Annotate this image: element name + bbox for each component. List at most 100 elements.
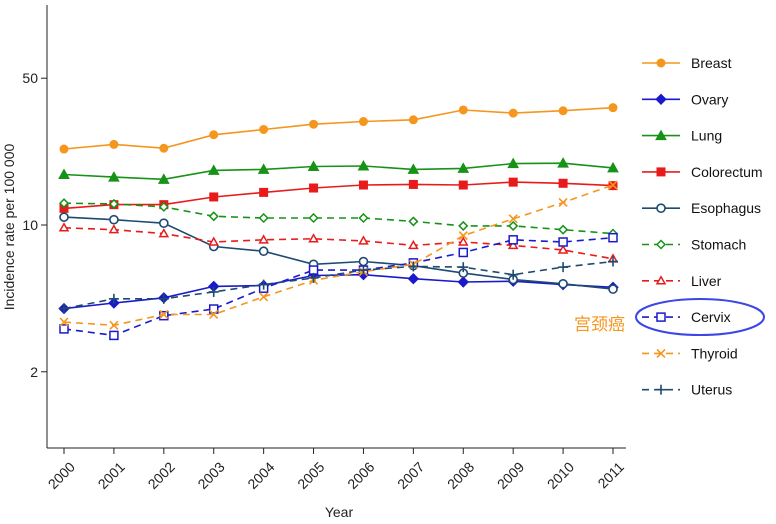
x-tick-label: 2002 bbox=[145, 459, 178, 492]
x-tick-label: 2000 bbox=[45, 459, 78, 492]
data-point-uterus bbox=[358, 265, 369, 276]
data-point-lung bbox=[407, 163, 420, 174]
legend-entry-breast: Breast bbox=[642, 55, 732, 71]
data-point-esophagus bbox=[109, 214, 119, 225]
data-point-thyroid bbox=[608, 180, 618, 190]
legend: Breast Ovary Lung Colorectum Esophagus Stomac… bbox=[642, 55, 763, 398]
legend-label-uterus: Uterus bbox=[691, 382, 732, 398]
data-point-esophagus bbox=[59, 212, 69, 222]
series-layer bbox=[58, 103, 619, 341]
y-tick-label: 10 bbox=[22, 217, 38, 233]
data-point-thyroid bbox=[508, 214, 518, 224]
data-point-colorectum bbox=[209, 192, 219, 202]
legend-label-thyroid: Thyroid bbox=[691, 345, 738, 361]
x-tick-label: 2001 bbox=[95, 459, 128, 492]
data-point-breast bbox=[209, 130, 219, 140]
data-point-stomach bbox=[58, 198, 70, 209]
data-point-cervix bbox=[59, 324, 69, 334]
data-point-colorectum bbox=[408, 179, 418, 189]
data-point-liver bbox=[457, 236, 469, 246]
x-tick-label: 2005 bbox=[294, 459, 327, 492]
legend-highlight-ellipse bbox=[635, 298, 765, 336]
legend-marker-lung bbox=[655, 129, 667, 141]
x-tick-label: 2008 bbox=[444, 459, 477, 492]
data-point-breast bbox=[608, 103, 618, 113]
y-tick-label: 2 bbox=[30, 364, 38, 380]
data-point-breast bbox=[109, 139, 119, 149]
series-lung bbox=[58, 157, 619, 184]
data-point-breast bbox=[259, 124, 269, 134]
legend-label-lung: Lung bbox=[691, 128, 722, 144]
data-point-uterus bbox=[508, 269, 519, 280]
data-point-stomach bbox=[208, 211, 219, 222]
data-point-breast bbox=[309, 119, 319, 129]
data-point-ovary bbox=[407, 272, 420, 285]
x-tick-label: 2003 bbox=[194, 459, 227, 492]
data-point-stomach bbox=[358, 212, 369, 224]
data-point-stomach bbox=[308, 212, 319, 224]
data-point-uterus bbox=[208, 286, 219, 297]
legend-label-ovary: Ovary bbox=[691, 91, 728, 107]
data-point-breast bbox=[508, 108, 518, 118]
data-point-lung bbox=[457, 162, 470, 173]
data-point-cervix bbox=[608, 232, 618, 243]
data-point-colorectum bbox=[508, 177, 518, 187]
data-point-colorectum bbox=[458, 180, 468, 190]
data-point-thyroid bbox=[209, 309, 219, 320]
data-point-breast bbox=[159, 143, 169, 153]
data-point-lung bbox=[58, 168, 70, 179]
data-point-esophagus bbox=[258, 246, 269, 257]
x-tick-label: 2009 bbox=[494, 459, 527, 492]
data-point-liver bbox=[557, 244, 569, 254]
data-point-uterus bbox=[408, 261, 419, 272]
data-point-stomach bbox=[508, 220, 519, 231]
data-point-lung bbox=[207, 164, 220, 175]
legend-marker-cervix bbox=[656, 312, 666, 322]
series-line-stomach bbox=[63, 202, 614, 235]
x-axis-title: Year bbox=[325, 504, 354, 520]
data-point-stomach bbox=[108, 198, 119, 209]
data-point-breast bbox=[558, 106, 568, 116]
data-point-liver bbox=[507, 239, 519, 250]
data-point-uterus bbox=[158, 293, 169, 304]
x-tick-label: 2007 bbox=[394, 459, 427, 492]
data-point-stomach bbox=[258, 212, 269, 224]
legend-marker-stomach bbox=[655, 239, 667, 250]
legend-label-cervix: Cervix bbox=[691, 309, 731, 325]
legend-entry-uterus: Uterus bbox=[642, 382, 732, 398]
data-point-thyroid bbox=[109, 320, 119, 330]
data-point-liver bbox=[108, 224, 120, 234]
data-point-stomach bbox=[558, 224, 569, 235]
data-point-breast bbox=[59, 144, 69, 154]
series-stomach bbox=[58, 198, 619, 239]
data-point-liver bbox=[258, 234, 269, 244]
data-point-breast bbox=[358, 117, 368, 127]
x-tick-label: 2011 bbox=[594, 459, 627, 492]
data-point-lung bbox=[307, 160, 320, 171]
data-point-colorectum bbox=[259, 187, 269, 197]
data-point-esophagus bbox=[159, 218, 169, 228]
legend-entry-lung: Lung bbox=[642, 128, 722, 144]
series-cervix bbox=[59, 232, 618, 341]
cervix-annotation-label: 宫颈癌 bbox=[574, 315, 625, 334]
legend-marker-colorectum bbox=[656, 167, 666, 177]
legend-marker-liver bbox=[655, 275, 667, 285]
series-line-colorectum bbox=[63, 181, 614, 210]
legend-entry-stomach: Stomach bbox=[642, 237, 746, 253]
legend-marker-uterus bbox=[656, 384, 666, 395]
data-point-lung bbox=[607, 161, 619, 173]
data-point-liver bbox=[358, 235, 369, 245]
legend-entry-colorectum: Colorectum bbox=[642, 164, 763, 180]
legend-label-stomach: Stomach bbox=[691, 237, 746, 253]
data-point-uterus bbox=[458, 262, 469, 273]
series-breast bbox=[59, 103, 618, 154]
data-point-uterus bbox=[308, 272, 319, 283]
data-point-uterus bbox=[558, 262, 569, 273]
y-ticks: 2 10 50 bbox=[22, 70, 47, 380]
data-point-cervix bbox=[208, 304, 219, 314]
x-ticks: 2000 2001 2002 2003 2004 2005 2006 2007 2008 2009… bbox=[45, 448, 627, 492]
data-point-lung bbox=[557, 157, 569, 168]
data-point-lung bbox=[507, 157, 520, 169]
legend-marker-ovary bbox=[655, 93, 667, 106]
y-tick-label: 50 bbox=[22, 70, 38, 86]
